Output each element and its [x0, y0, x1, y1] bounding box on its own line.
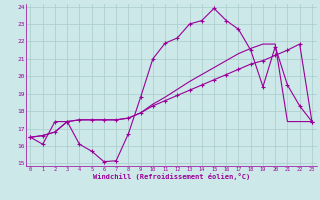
X-axis label: Windchill (Refroidissement éolien,°C): Windchill (Refroidissement éolien,°C): [92, 173, 250, 180]
